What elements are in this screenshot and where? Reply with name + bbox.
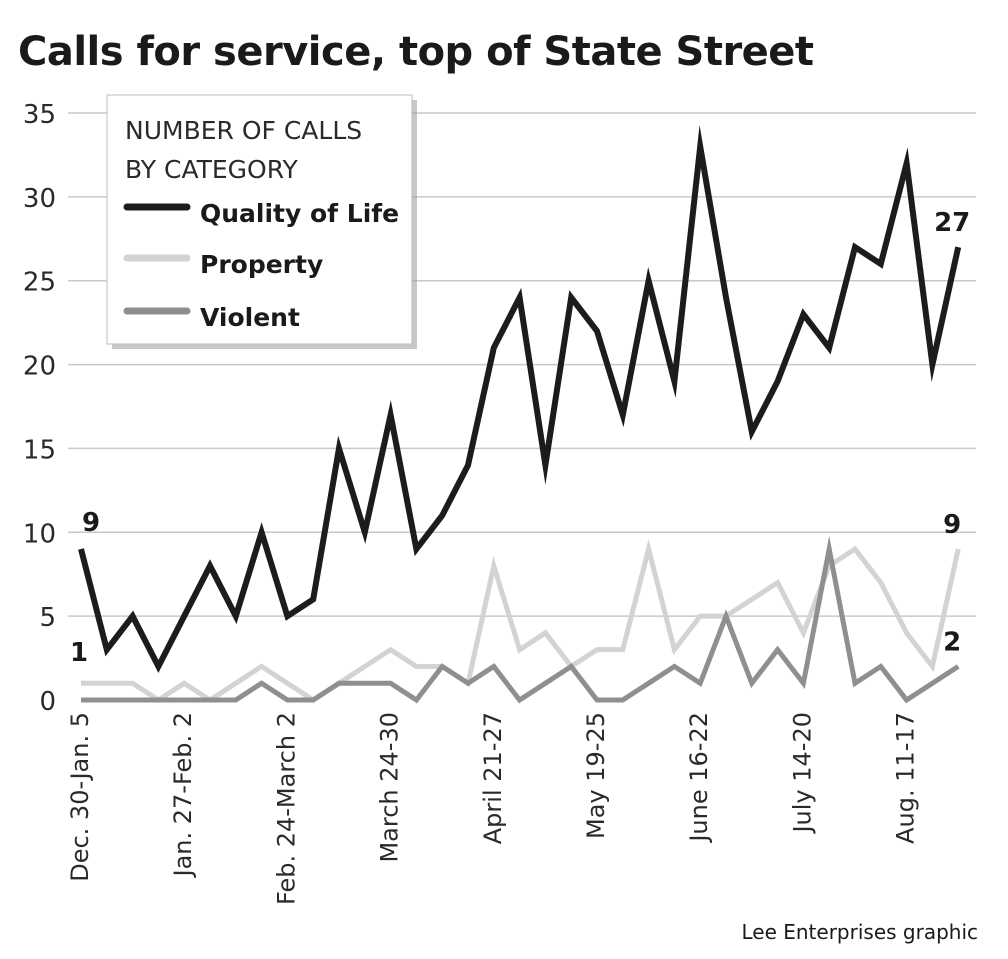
x-tick-label-0: Dec. 30-Jan. 5 [66, 712, 94, 882]
legend: NUMBER OF CALLS BY CATEGORY Quality of L… [106, 94, 417, 349]
series-lines [78, 124, 962, 704]
data-labels: 9 1 27 9 2 [70, 208, 970, 668]
x-tick-label-2: Feb. 24-March 2 [272, 712, 300, 905]
source-credit: Lee Enterprises graphic [741, 920, 978, 944]
legend-box [106, 94, 413, 345]
y-tick-label-25: 25 [23, 268, 56, 298]
data-label-0: 9 [82, 508, 100, 538]
y-tick-label-35: 35 [23, 100, 56, 130]
y-tick-label-20: 20 [23, 352, 56, 382]
series-line-quality-of-life [78, 124, 962, 674]
x-tick-label-8: Aug. 11-17 [892, 712, 920, 844]
data-label-2: 27 [934, 208, 970, 238]
y-tick-label-0: 0 [39, 687, 56, 717]
x-tick-label-4: April 21-27 [479, 712, 507, 844]
x-tick-label-5: May 19-25 [582, 712, 610, 839]
x-axis-ticks: Dec. 30-Jan. 5 Jan. 27-Feb. 2 Feb. 24-Marc… [66, 712, 920, 905]
data-label-3: 9 [943, 510, 961, 540]
x-tick-label-3: March 24-30 [376, 712, 404, 863]
series-line-property [81, 538, 961, 703]
y-tick-label-30: 30 [23, 184, 56, 214]
legend-label-property: Property [200, 250, 323, 279]
legend-title-line-2: BY CATEGORY [125, 155, 299, 184]
x-tick-label-6: June 16-22 [685, 712, 713, 844]
data-label-4: 2 [943, 627, 961, 657]
x-tick-label-7: July 14-20 [788, 712, 816, 835]
y-tick-label-5: 5 [39, 603, 56, 633]
x-tick-label-1: Jan. 27-Feb. 2 [169, 712, 197, 878]
legend-label-violent: Violent [200, 303, 300, 332]
y-axis-ticks: 0 5 10 15 20 25 30 35 [23, 100, 56, 717]
data-label-1: 1 [70, 638, 88, 668]
legend-label-quality-of-life: Quality of Life [200, 199, 399, 228]
legend-title-line-1: NUMBER OF CALLS [125, 116, 362, 145]
series-line-violent [81, 535, 960, 704]
y-tick-label-15: 15 [23, 435, 56, 465]
y-tick-label-10: 10 [23, 519, 56, 549]
chart-title: Calls for service, top of State Street [18, 29, 814, 75]
